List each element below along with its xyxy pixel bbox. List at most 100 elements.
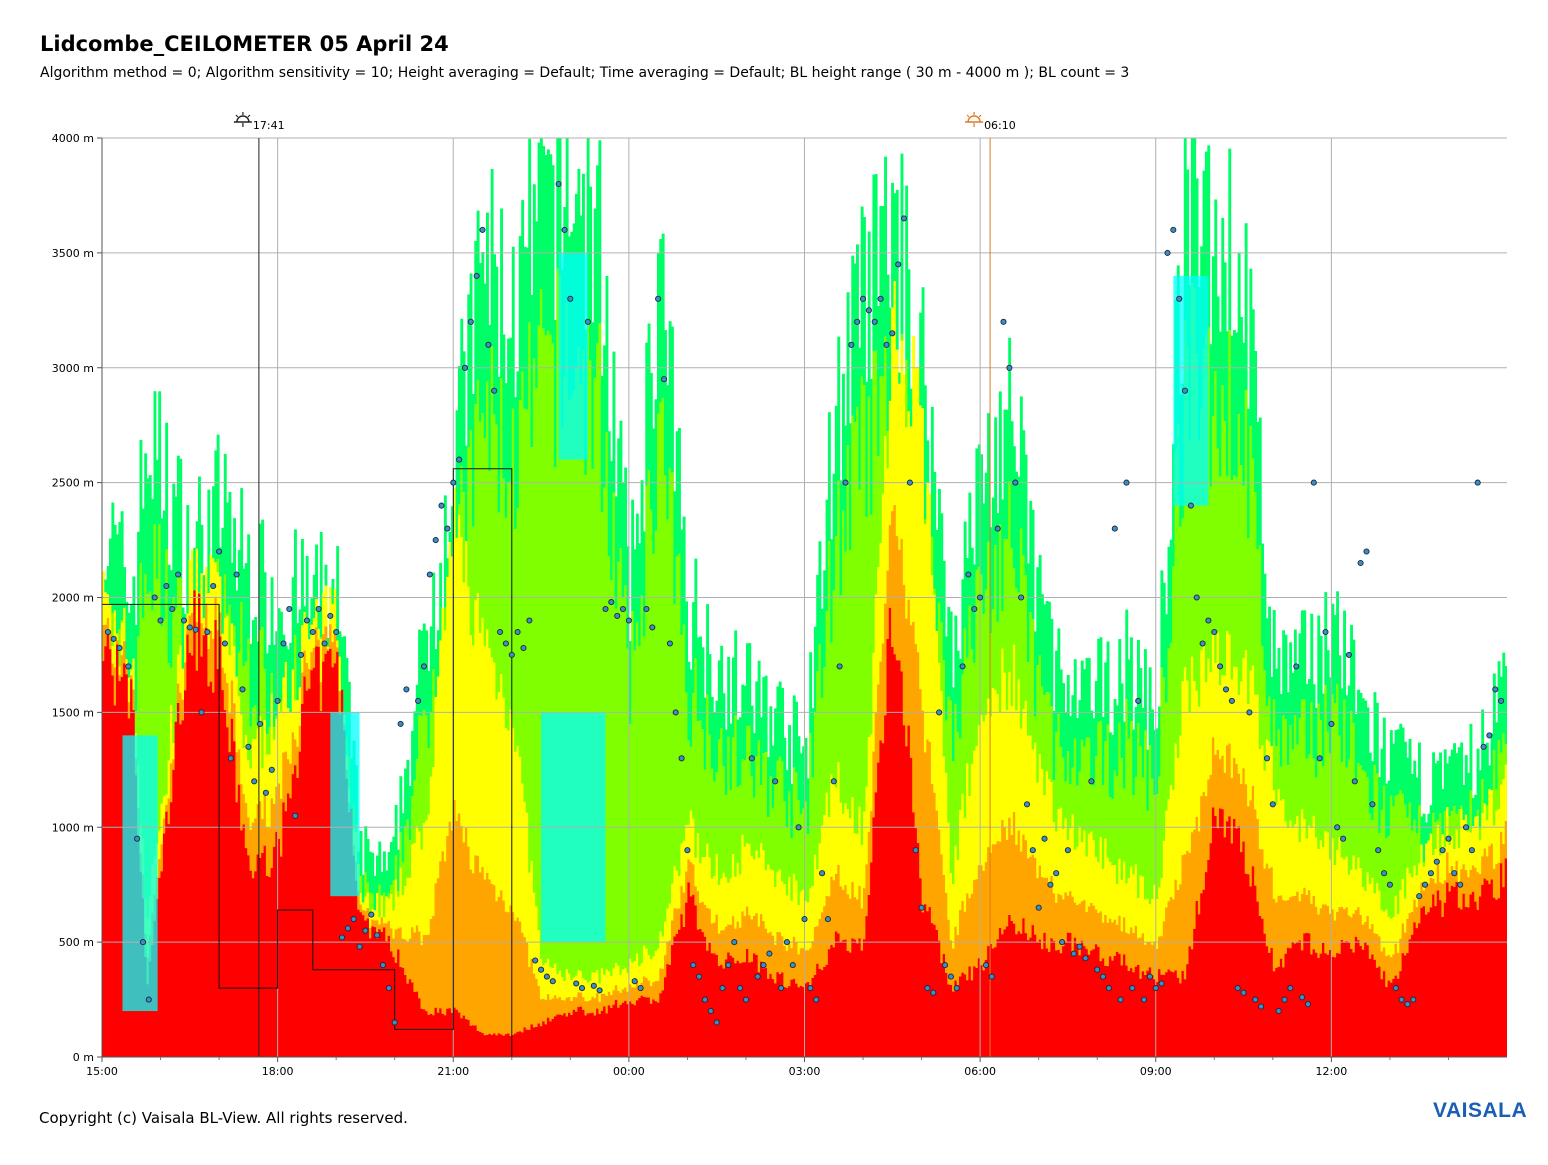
heat-band-4	[186, 634, 190, 1057]
heat-band-3	[1193, 829, 1197, 929]
heat-band-3	[1317, 914, 1321, 959]
heat-band-4	[1125, 965, 1129, 1057]
heat-band-0	[919, 312, 923, 406]
heat-band-2	[104, 592, 108, 625]
heat-band-3	[1469, 869, 1473, 895]
heat-band-2	[1083, 830, 1087, 901]
heat-band-4	[380, 931, 384, 1057]
heat-band-1	[514, 529, 517, 752]
bl-point	[830, 778, 837, 785]
heat-band-0	[1434, 763, 1438, 822]
heat-band-4	[354, 880, 358, 1057]
heat-band-1	[741, 759, 745, 835]
heat-band-4	[1139, 978, 1143, 1057]
heat-band-2	[303, 612, 307, 651]
heat-band-3	[1031, 854, 1035, 925]
heat-band-0	[1144, 649, 1147, 731]
heat-band-0	[1268, 606, 1271, 697]
bl-point	[1480, 743, 1487, 750]
bl-point	[292, 812, 299, 819]
heat-band-3	[549, 999, 553, 1022]
heat-band-1	[443, 607, 447, 631]
heat-band-0	[502, 334, 506, 479]
heat-band-2	[1214, 663, 1218, 755]
heat-band-0	[132, 576, 136, 659]
heat-band-1	[642, 636, 646, 946]
heat-band-0	[703, 697, 707, 770]
heat-band-0	[104, 579, 108, 593]
heat-band-2	[893, 281, 897, 505]
heat-band-4	[1373, 959, 1377, 1057]
heat-band-0	[680, 529, 684, 636]
heat-band-0	[1282, 630, 1286, 716]
heat-band-0	[1331, 603, 1335, 695]
heat-band-4	[1432, 894, 1435, 1057]
heat-band-0	[1350, 624, 1353, 712]
heat-band-3	[781, 936, 784, 973]
heat-band-0	[825, 499, 829, 612]
heat-band-3	[165, 804, 169, 812]
heat-band-2	[228, 655, 232, 714]
heat-band-4	[631, 1003, 635, 1057]
heat-band-4	[289, 798, 293, 1057]
heat-band-4	[694, 905, 698, 1057]
heat-band-0	[1343, 610, 1346, 700]
heat-band-3	[1162, 921, 1166, 975]
heat-band-1	[497, 512, 501, 692]
heat-band-3	[1439, 882, 1442, 901]
heat-band-3	[254, 818, 258, 872]
heat-band-2	[1446, 807, 1449, 853]
heat-band-2	[294, 700, 297, 740]
heat-band-1	[378, 884, 382, 918]
heat-band-2	[1439, 855, 1442, 883]
heat-band-0	[1057, 628, 1061, 715]
heat-band-1	[1300, 699, 1304, 810]
heat-band-3	[415, 925, 419, 992]
heat-band-2	[1263, 770, 1267, 869]
heat-band-2	[879, 543, 883, 662]
heat-band-1	[1010, 548, 1014, 706]
heat-band-0	[1062, 683, 1065, 758]
heat-band-2	[1219, 685, 1222, 760]
heat-band-3	[1132, 933, 1136, 973]
heat-band-0	[598, 140, 602, 324]
heat-band-4	[1043, 932, 1047, 1057]
heat-band-4	[544, 1024, 548, 1057]
heat-band-4	[682, 927, 686, 1057]
heat-band-3	[792, 936, 796, 979]
heat-band-3	[383, 923, 386, 928]
heat-band-0	[130, 604, 133, 670]
heat-band-0	[956, 650, 960, 732]
heat-band-4	[1268, 952, 1271, 1057]
bl-point	[1404, 1001, 1411, 1008]
bl-point	[906, 479, 913, 486]
heat-band-2	[1062, 829, 1065, 900]
heat-band-3	[582, 997, 585, 1010]
heat-band-0	[1041, 594, 1044, 687]
heat-band-0	[678, 428, 681, 554]
heat-band-0	[221, 527, 225, 634]
heat-band-4	[963, 974, 967, 1057]
heat-band-0	[268, 645, 272, 728]
heat-band-4	[202, 635, 206, 1057]
heat-band-2	[671, 883, 674, 921]
bl-point	[397, 720, 404, 727]
heat-band-3	[846, 894, 850, 951]
heat-band-1	[1380, 810, 1384, 911]
heat-band-1	[1038, 655, 1042, 755]
heat-band-2	[1057, 809, 1061, 894]
heat-band-2	[1080, 842, 1084, 902]
heat-band-0	[172, 483, 176, 599]
heat-band-1	[1094, 756, 1098, 857]
heat-band-2	[514, 751, 517, 921]
heat-band-3	[970, 893, 974, 981]
heat-band-4	[1069, 932, 1072, 1057]
heat-band-1	[1350, 711, 1353, 870]
heat-band-3	[305, 663, 309, 691]
heat-band-2	[570, 980, 574, 1001]
heat-band-2	[1443, 847, 1447, 881]
heat-band-0	[558, 138, 562, 276]
heat-band-0	[113, 524, 117, 611]
heat-band-0	[511, 246, 515, 409]
